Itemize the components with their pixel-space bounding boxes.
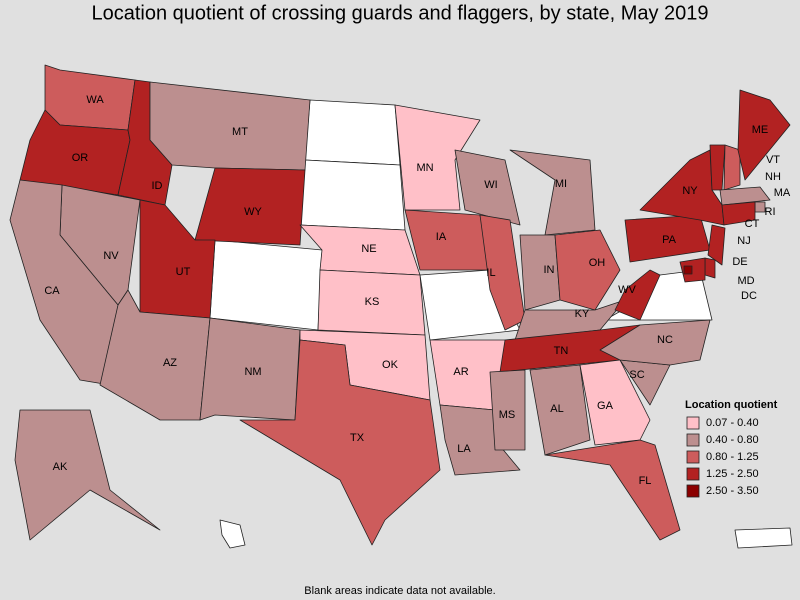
state-shape [14,409,161,541]
state-shape [394,104,481,211]
state-shape [639,149,725,226]
state-label: NV [103,250,119,262]
state-label: MT [232,126,248,138]
state-shape [719,186,771,206]
map-title: Location quotient of crossing guards and… [91,2,708,24]
state-shape [194,167,306,246]
state-label: LA [457,443,471,455]
state-label: TN [554,345,569,357]
footnote: Blank areas indicate data not available. [304,585,495,597]
legend-swatch [686,467,700,481]
state-shape [404,209,491,271]
state-label: VT [766,154,780,166]
state-label: CA [44,285,60,297]
legend-swatch [686,433,700,447]
state-shape [554,229,621,311]
state-label: IA [436,231,447,243]
legend-swatch [686,450,700,464]
state-label: NH [765,171,781,183]
state-shape [219,519,246,549]
states [9,64,791,546]
state-label: PA [662,234,677,246]
state-shape [734,527,793,549]
state-shape [199,317,301,421]
state-shape [723,144,741,191]
state-label: OR [72,152,89,164]
state-shape [579,359,651,446]
legend-label: 0.40 - 0.80 [706,434,759,446]
legend-swatch [686,416,700,430]
state-label: SC [629,369,644,381]
state-shape [479,214,526,331]
state-shape [704,257,716,279]
state-shape [509,149,596,236]
state-label: AK [53,461,68,473]
state-label: ME [752,124,769,136]
state-label: ID [152,180,163,192]
state-label: GA [597,400,614,412]
state-label: DC [741,290,757,302]
state-shape [304,99,401,166]
state-shape [544,439,681,541]
no-data-states [209,99,793,549]
state-shape [239,339,441,546]
state-label: AR [453,366,468,378]
state-label: UT [176,266,191,278]
state-label: WY [244,206,262,218]
state-shape [209,239,323,331]
state-label: KS [365,296,380,308]
state-label: NY [682,185,698,197]
state-label: WA [86,94,104,106]
state-label: NC [657,334,673,346]
state-label: MN [416,162,433,174]
state-label: MA [774,187,791,199]
legend: 0.07 - 0.40 0.40 - 0.80 0.80 - 1.25 1.25 - … [686,416,759,498]
state-shape [489,369,526,451]
state-label: TX [350,432,365,444]
state-label: NJ [737,235,750,247]
state-labels: WA OR ID MT WY NV CA UT AZ NM NE KS OK TX MN IA AR LA WI IL… [44,94,791,487]
state-shape [529,364,591,456]
legend-label: 0.07 - 0.40 [706,417,759,429]
state-shape [721,201,756,226]
state-label: WI [484,179,497,191]
state-label: IN [544,264,555,276]
state-label: IL [486,267,495,279]
state-shape [737,89,791,181]
state-shape [599,319,711,366]
state-shape [679,257,706,283]
state-label: AL [550,403,563,415]
state-shape [614,269,661,321]
legend-label: 1.25 - 2.50 [706,468,759,480]
state-label: RI [765,206,776,218]
legend-swatch [686,484,700,498]
state-label: OH [589,257,606,269]
state-shape [299,159,406,231]
state-label: AZ [163,357,177,369]
state-label: MI [555,178,567,190]
state-shape [707,224,726,266]
state-label: DE [732,256,747,268]
legend-title: Location quotient [685,399,778,411]
state-label: CT [745,218,760,230]
state-label: NM [244,366,261,378]
state-label: OK [382,359,399,371]
state-shape [683,265,693,275]
state-shape [709,144,726,191]
state-label: FL [639,475,652,487]
state-label: NE [361,243,376,255]
legend-label: 2.50 - 3.50 [706,485,759,497]
state-label: WV [618,284,636,296]
state-label: MD [737,275,754,287]
state-shape [454,149,521,226]
state-label: MS [499,409,516,421]
legend-label: 0.80 - 1.25 [706,451,759,463]
state-shape [754,201,766,213]
state-label: KY [575,308,590,320]
